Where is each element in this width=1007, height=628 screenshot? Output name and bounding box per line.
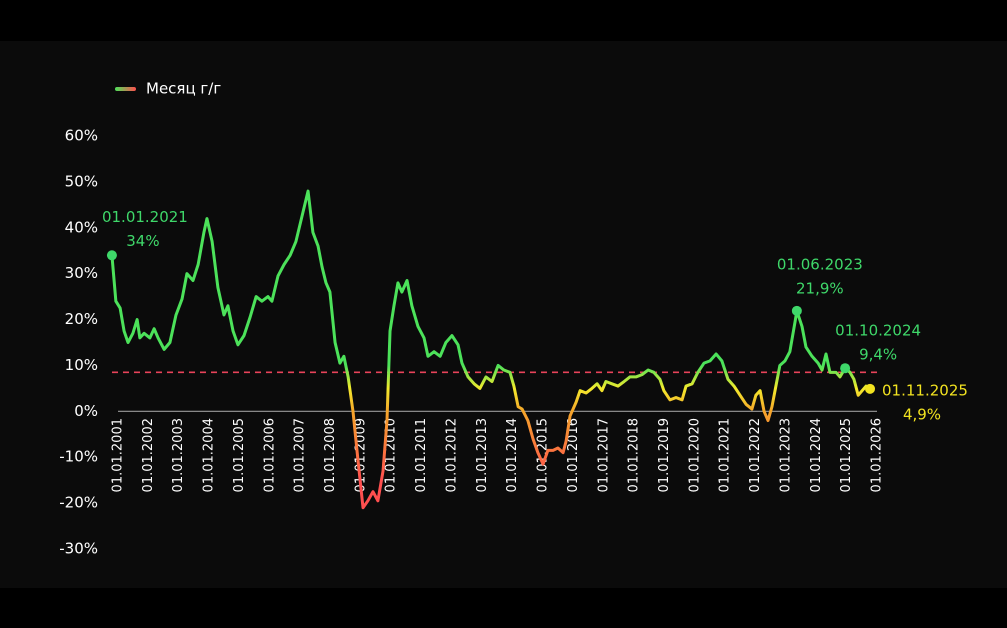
x-tick-label: 01.01.2023	[778, 418, 793, 492]
annotation-value: 9,4%	[859, 346, 897, 364]
x-tick-label: 01.01.2019	[657, 418, 672, 492]
x-tick-label: 01.01.2004	[202, 418, 217, 492]
annotation-dot	[106, 250, 117, 261]
annotation-value: 34%	[126, 232, 159, 250]
y-tick-label: 20%	[65, 310, 98, 328]
y-tick-label: -30%	[59, 540, 98, 558]
x-tick-label: 01.01.2026	[870, 418, 885, 492]
x-tick-label: 01.01.2014	[505, 418, 520, 492]
x-tick-label: 01.01.2020	[687, 418, 702, 492]
x-tick-label: 01.01.2022	[748, 418, 763, 492]
legend-label: Месяц г/г	[146, 80, 221, 98]
y-tick-label: -20%	[59, 494, 98, 512]
y-tick-label: 40%	[65, 218, 98, 236]
x-tick-label: 01.01.2017	[596, 418, 611, 492]
annotation-dot	[791, 305, 802, 316]
x-tick-label: 01.01.2008	[323, 418, 338, 492]
annotation-dot	[840, 363, 851, 374]
legend-swatch	[115, 87, 136, 91]
y-tick-label: 10%	[65, 356, 98, 374]
data-line	[110, 189, 872, 510]
x-tick-label: 01.01.2010	[384, 418, 399, 492]
annotation-value: 21,9%	[796, 279, 844, 297]
plot-background	[0, 41, 1007, 588]
y-tick-label: 60%	[65, 127, 98, 145]
annotation-date: 01.06.2023	[777, 255, 863, 273]
y-tick-label: 50%	[65, 172, 98, 190]
annotation-dot	[865, 383, 876, 394]
x-tick-label: 01.01.2003	[171, 418, 186, 492]
x-tick-label: 01.01.2021	[718, 418, 733, 492]
x-tick-label: 01.01.2025	[839, 418, 854, 492]
annotation-date: 01.01.2021	[102, 208, 188, 226]
annotation-date: 01.10.2024	[835, 322, 921, 340]
x-tick-label: 01.01.2006	[262, 418, 277, 492]
x-tick-label: 01.01.2015	[536, 418, 551, 492]
annotation-date: 01.11.2025	[882, 381, 968, 399]
x-tick-label: 01.01.2002	[141, 418, 156, 492]
x-tick-label: 01.01.2001	[111, 418, 126, 492]
x-tick-label: 01.01.2024	[809, 418, 824, 492]
x-tick-label: 01.01.2013	[475, 418, 490, 492]
x-tick-label: 01.01.2018	[627, 418, 642, 492]
x-tick-label: 01.01.2005	[232, 418, 247, 492]
annotation-value: 4,9%	[903, 405, 941, 423]
x-tick-label: 01.01.2011	[414, 418, 429, 492]
y-tick-label: 0%	[74, 402, 98, 420]
x-tick-label: 01.01.2007	[293, 418, 308, 492]
y-tick-label: 30%	[65, 264, 98, 282]
y-tick-label: -10%	[59, 448, 98, 466]
x-tick-label: 01.01.2016	[566, 418, 581, 492]
x-tick-label: 01.01.2009	[353, 418, 368, 492]
x-tick-label: 01.01.2012	[444, 418, 459, 492]
